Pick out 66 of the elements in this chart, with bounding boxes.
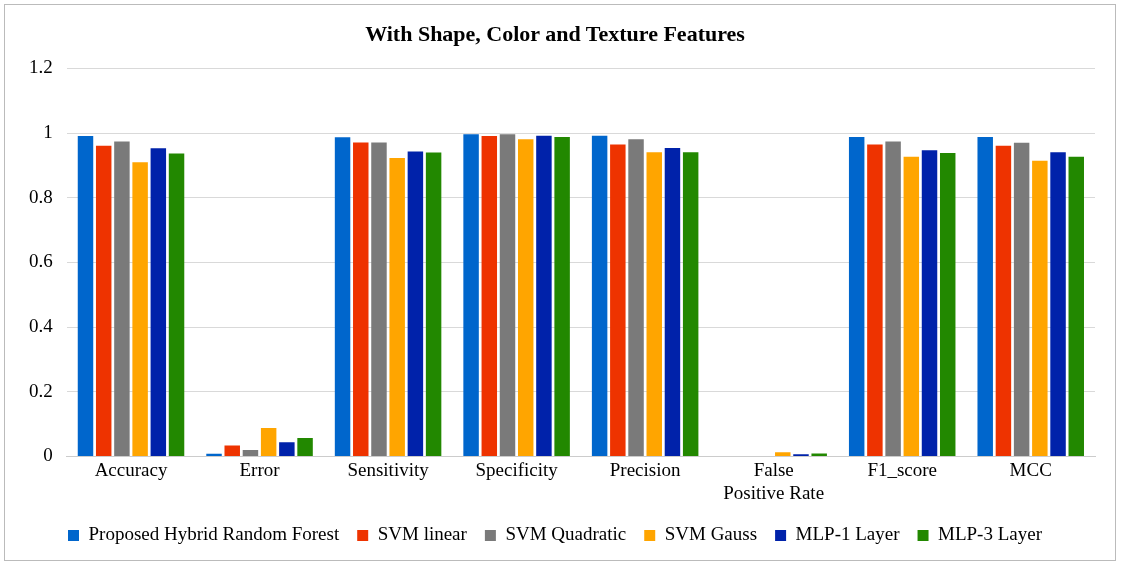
bar	[132, 162, 148, 456]
x-tick-label: Specificity	[475, 458, 559, 480]
bar	[334, 137, 351, 456]
bar	[297, 437, 313, 456]
bar	[425, 152, 442, 456]
bar	[1032, 160, 1048, 456]
y-tick-label: 0.4	[29, 315, 54, 337]
bar	[463, 134, 479, 456]
bar	[279, 442, 295, 456]
bar	[903, 156, 920, 456]
legend-label: SVM Quadratic	[505, 523, 627, 545]
bar	[1068, 156, 1084, 456]
x-tick-label: MCC	[1009, 458, 1052, 480]
x-tick-label: Sensitivity	[347, 458, 430, 480]
bar	[481, 135, 498, 456]
x-tick-label: F1_score	[867, 458, 938, 480]
bar	[921, 150, 938, 456]
bar	[775, 452, 791, 456]
bar	[407, 151, 424, 456]
bar	[995, 145, 1012, 456]
bar	[1050, 152, 1066, 456]
bar	[224, 445, 240, 456]
bar	[77, 135, 94, 456]
bar	[610, 144, 626, 456]
bar	[536, 135, 552, 456]
bar	[353, 142, 369, 456]
x-tick-label: Error	[239, 458, 281, 480]
bar	[939, 153, 956, 456]
legend-label: SVM Gauss	[664, 523, 758, 545]
bar	[848, 136, 865, 456]
bar	[591, 135, 608, 456]
bar	[664, 147, 681, 456]
legend-label: MLP-1 Layer	[795, 523, 901, 545]
legend-label: Proposed Hybrid Random Forest	[88, 523, 340, 545]
bar	[389, 157, 405, 456]
chart-title: With Shape, Color and Texture Features	[365, 20, 746, 46]
bar	[371, 142, 387, 456]
bar	[1013, 142, 1030, 456]
bar	[150, 148, 167, 456]
bar	[628, 139, 644, 456]
x-tick-label: False Positive Rate	[723, 458, 825, 503]
x-tick-label: Accuracy	[94, 458, 168, 480]
y-tick-label: 1.2	[29, 56, 53, 78]
bar	[977, 136, 993, 456]
bar	[554, 136, 570, 456]
bar	[206, 453, 222, 456]
bar	[867, 144, 883, 456]
y-tick-label: 0.8	[29, 185, 53, 207]
y-tick-label: 0.2	[29, 379, 53, 401]
legend-label: SVM linear	[377, 523, 468, 545]
bar	[95, 145, 112, 456]
y-tick-label: 0	[43, 444, 53, 466]
bar	[499, 134, 516, 456]
bar	[517, 139, 534, 456]
bar	[260, 427, 277, 456]
bar	[811, 453, 827, 456]
bar	[242, 449, 259, 456]
bar	[114, 141, 130, 456]
bar	[646, 152, 662, 456]
legend-label: MLP-3 Layer	[938, 523, 1043, 545]
y-tick-label: 1	[43, 121, 53, 143]
x-tick-label: Precision	[609, 458, 681, 480]
bar	[885, 141, 901, 456]
bar	[168, 153, 185, 456]
bar	[682, 152, 699, 456]
y-tick-label: 0.6	[29, 250, 53, 272]
